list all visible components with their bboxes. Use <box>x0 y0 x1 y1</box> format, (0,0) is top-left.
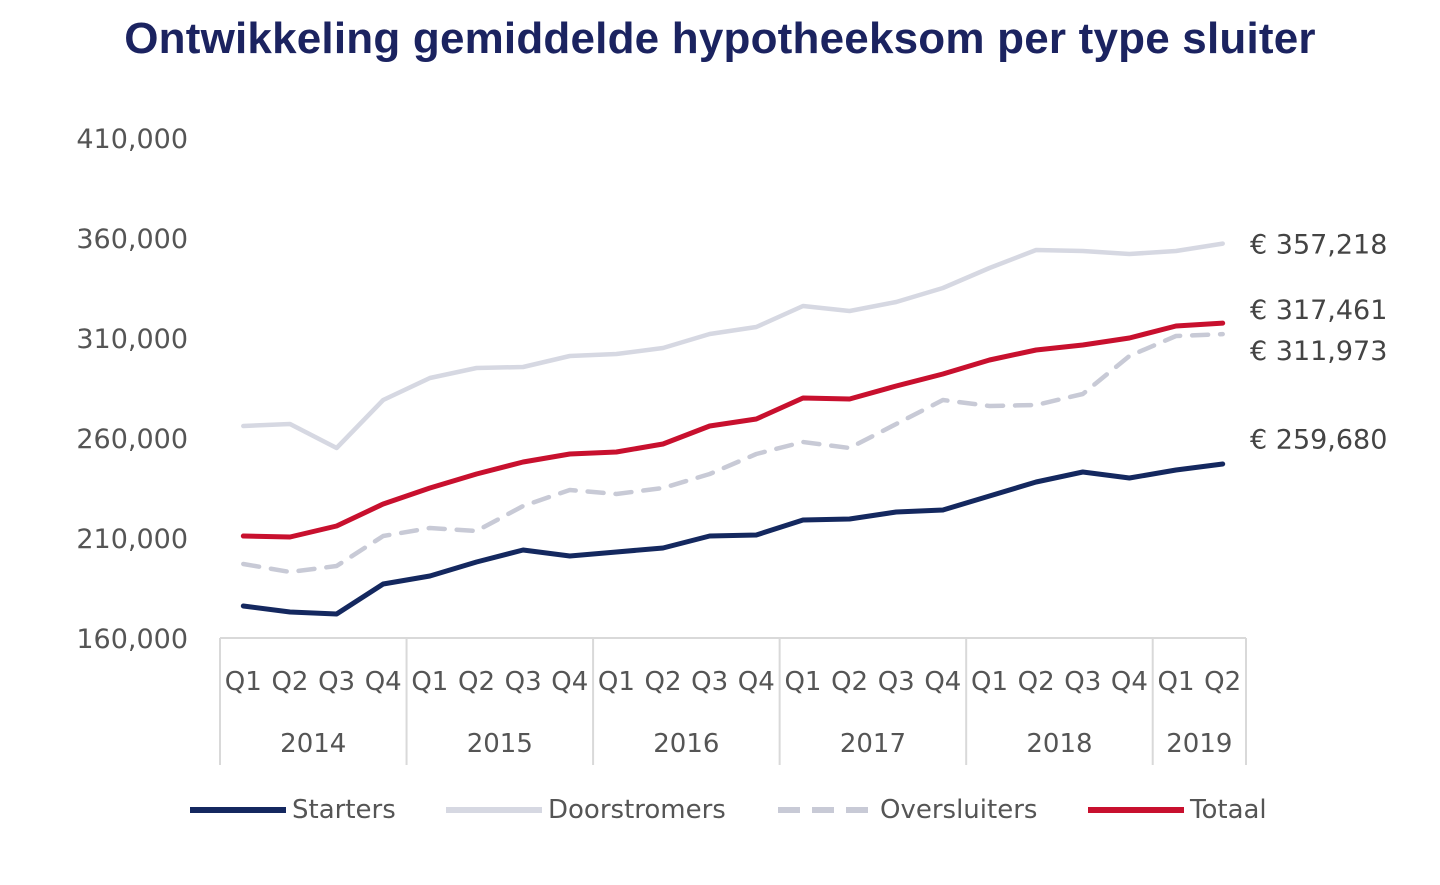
x-tick-label: Q4 <box>1111 667 1148 697</box>
legend-label: Oversluiters <box>880 795 1038 825</box>
y-tick-label: 260,000 <box>76 424 188 455</box>
x-tick-label: Q3 <box>318 667 355 697</box>
x-tick-label: Q3 <box>691 667 728 697</box>
y-tick-label: 210,000 <box>76 524 188 555</box>
y-tick-label: 310,000 <box>76 324 188 355</box>
legend-item-doorstromers: Doorstromers <box>446 790 726 830</box>
x-tick-label: Q3 <box>505 667 542 697</box>
year-label: 2017 <box>840 729 906 759</box>
x-tick-label: Q1 <box>971 667 1008 697</box>
year-label: 2016 <box>653 729 719 759</box>
legend-label: Starters <box>292 795 396 825</box>
series-line-doorstromers <box>241 241 1225 451</box>
x-tick-label: Q4 <box>738 667 775 697</box>
legend-label: Doorstromers <box>548 795 726 825</box>
legend-swatch <box>778 807 874 813</box>
x-tick-label: Q2 <box>645 667 682 697</box>
year-label: 2015 <box>467 729 533 759</box>
x-tick-label: Q1 <box>411 667 448 697</box>
x-tick-label: Q2 <box>271 667 308 697</box>
end-value-label-starters: € 259,680 <box>1250 425 1387 456</box>
legend-item-oversluiters: Oversluiters <box>778 790 1037 830</box>
y-tick-label: 360,000 <box>76 224 188 255</box>
x-tick-label: Q2 <box>1018 667 1055 697</box>
x-tick-label: Q1 <box>225 667 262 697</box>
end-value-label-doorstromers: € 357,218 <box>1250 230 1387 261</box>
legend: Starters Doorstromers Oversluiters Totaal <box>0 790 1440 830</box>
year-label: 2019 <box>1166 729 1232 759</box>
legend-item-totaal: Totaal <box>1088 790 1267 830</box>
series-line-totaal <box>240 320 1226 540</box>
x-tick-label: Q1 <box>598 667 635 697</box>
end-value-label-totaal: € 317,461 <box>1250 295 1387 326</box>
x-tick-label: Q3 <box>878 667 915 697</box>
series-line-starters <box>240 461 1226 617</box>
y-tick-label: 160,000 <box>76 624 188 655</box>
x-tick-label: Q3 <box>1064 667 1101 697</box>
x-tick-label: Q1 <box>1158 667 1195 697</box>
y-tick-label: 410,000 <box>76 124 188 155</box>
series-line-oversluiters <box>241 331 1225 575</box>
legend-swatch <box>1088 807 1184 813</box>
chart-title: Ontwikkeling gemiddelde hypotheeksom per… <box>124 14 1316 63</box>
x-tick-label: Q2 <box>458 667 495 697</box>
year-label: 2018 <box>1026 729 1092 759</box>
legend-item-starters: Starters <box>190 790 396 830</box>
x-tick-label: Q2 <box>831 667 868 697</box>
legend-swatch <box>190 807 286 813</box>
legend-swatch <box>446 807 542 813</box>
x-tick-label: Q4 <box>551 667 588 697</box>
x-tick-label: Q4 <box>365 667 402 697</box>
x-tick-label: Q1 <box>784 667 821 697</box>
legend-label: Totaal <box>1190 795 1267 825</box>
x-tick-label: Q4 <box>924 667 961 697</box>
year-label: 2014 <box>280 729 346 759</box>
x-tick-label: Q2 <box>1204 667 1241 697</box>
end-value-label-oversluiters: € 311,973 <box>1250 336 1387 367</box>
